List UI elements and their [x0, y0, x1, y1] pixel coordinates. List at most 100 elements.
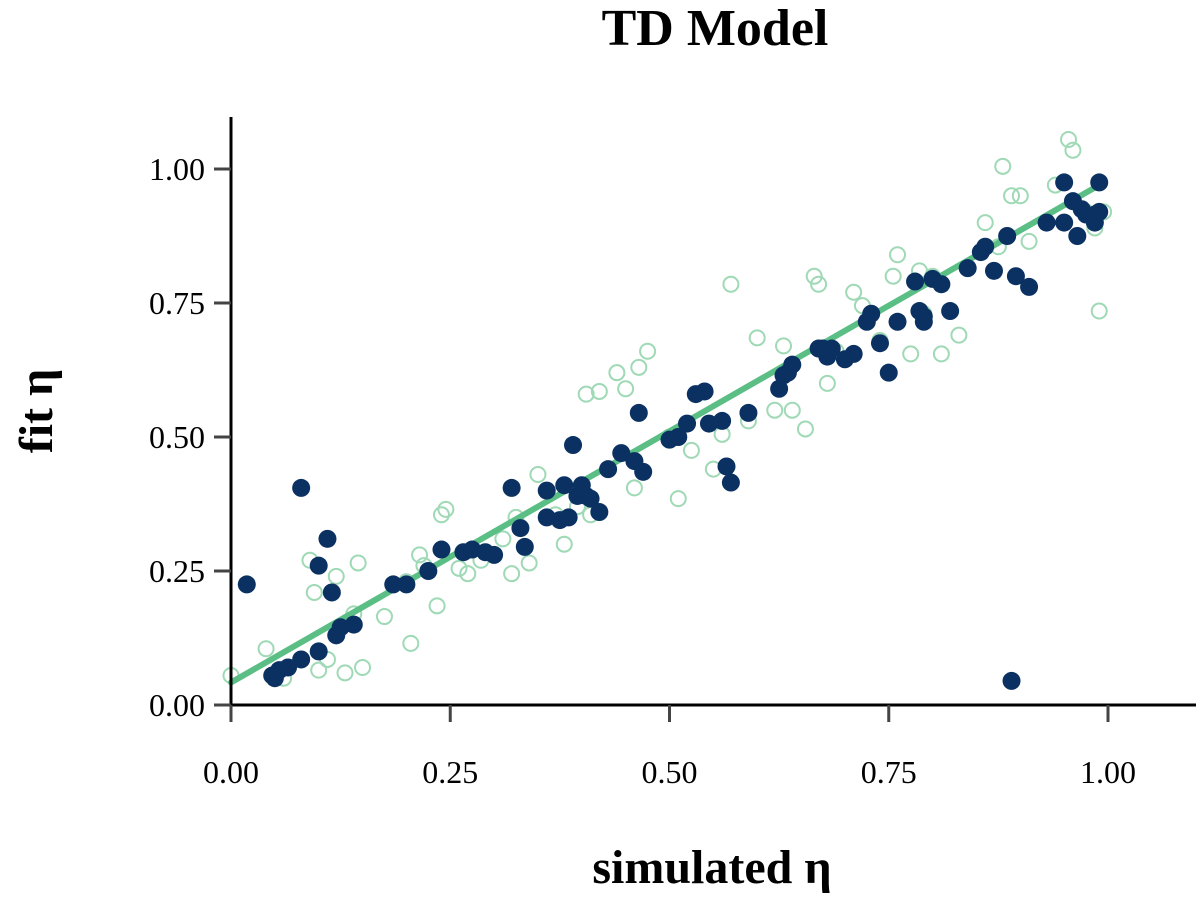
filled-point: [292, 650, 311, 669]
filled-point: [721, 473, 740, 492]
filled-point: [844, 344, 863, 363]
filled-point: [237, 575, 256, 594]
open-point: [625, 479, 643, 497]
chart-title: TD Model: [602, 0, 829, 57]
open-point: [796, 420, 814, 438]
open-point: [902, 345, 920, 363]
filled-point: [713, 411, 732, 430]
y-axis-ticks: 0.00 0.25 0.50 0.75 1.00: [149, 151, 231, 723]
filled-point: [862, 304, 881, 323]
filled-point: [717, 457, 736, 476]
x-axis-label: simulated η: [592, 841, 831, 894]
filled-point: [1068, 227, 1087, 245]
filled-point: [309, 642, 328, 661]
open-point: [932, 345, 950, 363]
open-point: [976, 214, 994, 232]
filled-point: [581, 489, 600, 508]
open-point: [257, 640, 275, 658]
x-tick-label: 0.75: [861, 754, 917, 790]
open-point: [354, 658, 372, 676]
open-point: [375, 608, 393, 626]
filled-point: [279, 658, 298, 677]
filled-point: [678, 414, 697, 433]
open-point: [1003, 187, 1021, 205]
filled-point: [590, 503, 609, 522]
open-point: [884, 267, 902, 285]
x-tick-label: 0.25: [422, 754, 478, 790]
open-point: [682, 441, 700, 459]
filled-point: [515, 537, 534, 556]
x-tick-label: 0.00: [203, 754, 259, 790]
filled-point: [1037, 213, 1056, 232]
open-point: [459, 565, 477, 583]
filled-point: [870, 334, 889, 353]
x-tick-label: 0.50: [642, 754, 698, 790]
open-point: [617, 380, 635, 398]
open-point: [529, 466, 547, 484]
open-point: [577, 385, 595, 403]
filled-point: [1090, 202, 1109, 221]
open-point: [639, 342, 657, 360]
open-point: [1060, 131, 1078, 149]
filled-point: [564, 436, 583, 455]
open-point: [748, 329, 766, 347]
x-axis-ticks: 0.00 0.25 0.50 0.75 1.00: [203, 705, 1136, 790]
open-point: [402, 634, 420, 652]
filled-point: [906, 272, 925, 291]
open-point: [810, 275, 828, 293]
open-point: [783, 401, 801, 419]
filled-point: [432, 540, 451, 559]
filled-point: [888, 312, 907, 331]
open-point: [336, 664, 354, 682]
open-point: [608, 364, 626, 382]
open-point: [310, 661, 328, 679]
open-point: [349, 554, 367, 572]
open-point: [437, 500, 455, 518]
open-point: [520, 554, 538, 572]
open-point: [1064, 141, 1082, 159]
y-tick-label: 0.75: [149, 285, 205, 321]
filled-point: [941, 302, 960, 321]
filled-point: [559, 508, 578, 527]
filled-point: [932, 275, 951, 294]
open-point: [494, 530, 512, 548]
filled-point: [318, 529, 337, 548]
filled-point: [669, 428, 688, 446]
open-point: [818, 374, 836, 392]
filled-point: [998, 227, 1017, 245]
y-tick-label: 1.00: [149, 151, 205, 187]
filled-point: [783, 355, 802, 374]
open-point: [305, 583, 323, 601]
filled-point: [309, 556, 328, 575]
filled-point: [555, 476, 574, 495]
open-point: [775, 337, 793, 355]
open-point: [805, 267, 823, 285]
y-tick-label: 0.25: [149, 553, 205, 589]
open-point: [428, 597, 446, 615]
open-point: [722, 275, 740, 293]
open-point: [994, 157, 1012, 175]
filled-point: [976, 237, 995, 256]
filled-point: [322, 583, 341, 602]
filled-point: [485, 545, 504, 564]
plot-area: [222, 131, 1113, 690]
filled-point: [958, 259, 977, 278]
filled-point: [612, 444, 631, 463]
y-axis-label: fit η: [10, 369, 63, 454]
filled-point: [1006, 267, 1025, 286]
y-tick-label: 0.00: [149, 687, 205, 723]
filled-point: [1055, 173, 1074, 192]
filled-point: [599, 460, 618, 479]
filled-point: [914, 312, 933, 331]
filled-point: [292, 478, 311, 497]
filled-point: [1002, 671, 1021, 690]
x-tick-label: 1.00: [1080, 754, 1136, 790]
filled-point: [629, 403, 648, 422]
open-point: [889, 246, 907, 264]
open-point: [1090, 302, 1108, 320]
open-point: [669, 490, 687, 508]
filled-point: [511, 519, 530, 538]
filled-point: [502, 478, 521, 497]
open-point: [950, 326, 968, 344]
